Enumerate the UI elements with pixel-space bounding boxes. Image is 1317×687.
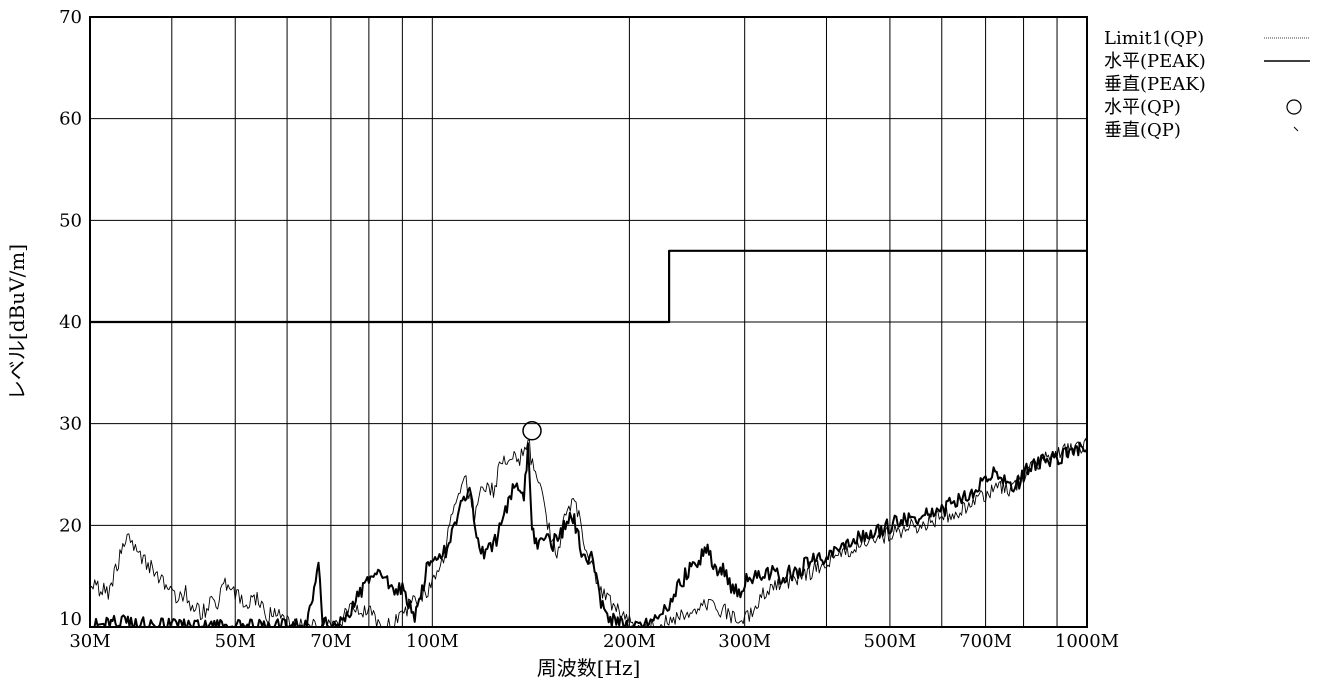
series-layer xyxy=(89,249,1088,628)
plot-frame xyxy=(89,16,1088,628)
x-tick-label: 500M xyxy=(864,631,917,652)
x-axis-title: 周波数[Hz] xyxy=(537,656,641,680)
legend: Limit1(QP)水平(PEAK)垂直(PEAK)水平(QP)垂直(QP) xyxy=(1104,28,1310,141)
qp-markers xyxy=(522,421,542,441)
x-tick-label: 1000M xyxy=(1055,631,1119,652)
x-tick-label: 200M xyxy=(603,631,656,652)
y-tick-label: 70 xyxy=(59,7,82,28)
x-tick-label: 700M xyxy=(959,631,1012,652)
y-tick-label: 20 xyxy=(59,515,82,536)
legend-label: 垂直(QP) xyxy=(1104,120,1181,141)
y-tick-label: 50 xyxy=(59,210,82,231)
y-tick-label: 10 xyxy=(59,609,82,630)
legend-label: Limit1(QP) xyxy=(1104,28,1204,49)
tick-labels: 30M 50M 70M 100M 200M 300M 500M 700M 1000M 10 20 30… xyxy=(59,7,1119,652)
series-line xyxy=(89,438,1088,628)
x-tick-label: 300M xyxy=(718,631,771,652)
y-axis-title: レベル[dBuV/m] xyxy=(5,244,29,400)
legend-swatch xyxy=(1286,99,1302,115)
legend-swatch xyxy=(1293,126,1299,132)
x-tick-label: 100M xyxy=(406,631,459,652)
x-tick-label: 70M xyxy=(310,631,351,652)
x-tick-label: 30M xyxy=(69,631,110,652)
series-line xyxy=(90,249,1087,324)
qp-circle-marker xyxy=(522,421,542,441)
x-tick-label: 50M xyxy=(215,631,256,652)
y-tick-label: 30 xyxy=(59,414,82,435)
legend-label: 水平(QP) xyxy=(1104,97,1181,118)
y-tick-label: 40 xyxy=(59,312,82,333)
legend-label: 垂直(PEAK) xyxy=(1104,74,1206,95)
y-tick-label: 60 xyxy=(59,109,82,130)
legend-label: 水平(PEAK) xyxy=(1104,51,1206,72)
